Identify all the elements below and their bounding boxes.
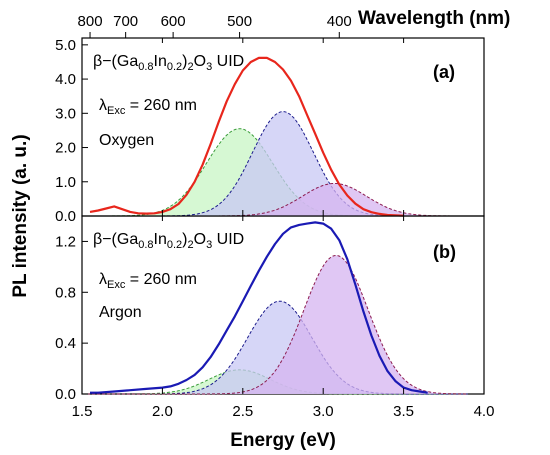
panel-a-formula: β−(Ga0.8In0.2)2O3 UID bbox=[93, 53, 244, 73]
panel-a-excitation: λExc = 260 nm bbox=[99, 97, 197, 117]
panel-a-y-tick-label: 0.0 bbox=[55, 208, 76, 225]
panel-b-component-2-line bbox=[82, 300, 468, 395]
panel-b-y-tick-label: 0.4 bbox=[55, 335, 76, 352]
panel-a: 0.0 1.0 2.0 3.0 4.0 5.0 β−(Ga0.8In0.2)2O3 UID… bbox=[55, 37, 485, 225]
panel-b-component-2-area bbox=[82, 301, 468, 394]
panel-a-component-3-area bbox=[82, 183, 468, 216]
panel-a-atmosphere: Oxygen bbox=[99, 132, 154, 149]
panel-b-atmosphere: Argon bbox=[99, 304, 142, 321]
panel-a-component-2-line bbox=[82, 111, 468, 217]
panel-a-label: (a) bbox=[433, 62, 455, 82]
energy-axis-tick-labels: 1.5 2.0 2.5 3.0 3.5 4.0 bbox=[72, 403, 495, 420]
panel-b-measured-line bbox=[90, 221, 428, 394]
panel-b-y-tick-label: 0.8 bbox=[55, 284, 76, 301]
panel-a-y-tick-label: 5.0 bbox=[55, 37, 76, 54]
wavelength-tick-label: 600 bbox=[161, 13, 186, 30]
panel-b-excitation: λExc = 260 nm bbox=[99, 271, 197, 291]
panel-b: 0.0 0.4 0.8 1.2 β−(Ga0.8In0.2)2O3 UID λExc … bbox=[55, 215, 485, 403]
intensity-axis-title: PL intensity (a. u.) bbox=[10, 134, 31, 297]
wavelength-tick-label: 700 bbox=[113, 13, 138, 30]
panel-b-fit-components bbox=[82, 254, 468, 395]
panel-a-component-2-area bbox=[82, 111, 468, 216]
panel-a-y-tick-label: 4.0 bbox=[55, 71, 76, 88]
panel-b-y-tick-label: 0.0 bbox=[55, 386, 76, 403]
wavelength-tick-label: 800 bbox=[78, 13, 103, 30]
panel-b-x-ticks bbox=[81, 216, 485, 394]
energy-tick-label: 2.5 bbox=[232, 403, 253, 420]
wavelength-tick-label: 500 bbox=[227, 13, 252, 30]
panel-a-y-tick-label: 3.0 bbox=[55, 105, 76, 122]
panel-b-measured-curve bbox=[90, 221, 428, 394]
energy-tick-label: 1.5 bbox=[72, 403, 93, 420]
panel-a-x-ticks bbox=[81, 38, 485, 216]
panel-b-label: (b) bbox=[433, 242, 456, 262]
energy-tick-label: 3.5 bbox=[393, 403, 414, 420]
panel-a-y-tick-label: 1.0 bbox=[55, 174, 76, 191]
energy-tick-label: 2.0 bbox=[152, 403, 173, 420]
panel-a-measured-curve bbox=[89, 56, 404, 217]
panel-a-fit-components bbox=[82, 111, 468, 217]
wavelength-axis: Wavelength (nm) 800 700 600 500 400 bbox=[78, 8, 510, 38]
panel-b-component-3-area bbox=[82, 255, 468, 394]
wavelength-tick-label: 400 bbox=[327, 13, 352, 30]
panel-a-y-ticks: 0.0 1.0 2.0 3.0 4.0 5.0 bbox=[55, 37, 88, 225]
energy-tick-label: 3.0 bbox=[313, 403, 334, 420]
panel-b-y-ticks: 0.0 0.4 0.8 1.2 bbox=[55, 233, 88, 403]
panel-b-y-tick-label: 1.2 bbox=[55, 233, 76, 250]
panel-b-component-3-line bbox=[82, 254, 468, 395]
wavelength-axis-title: Wavelength (nm) bbox=[358, 8, 510, 29]
panel-a-measured-line bbox=[89, 56, 404, 217]
panel-a-y-tick-label: 2.0 bbox=[55, 140, 76, 157]
panel-b-formula: β−(Ga0.8In0.2)2O3 UID bbox=[93, 231, 244, 251]
energy-axis-title: Energy (eV) bbox=[230, 430, 336, 451]
energy-tick-label: 4.0 bbox=[474, 403, 495, 420]
